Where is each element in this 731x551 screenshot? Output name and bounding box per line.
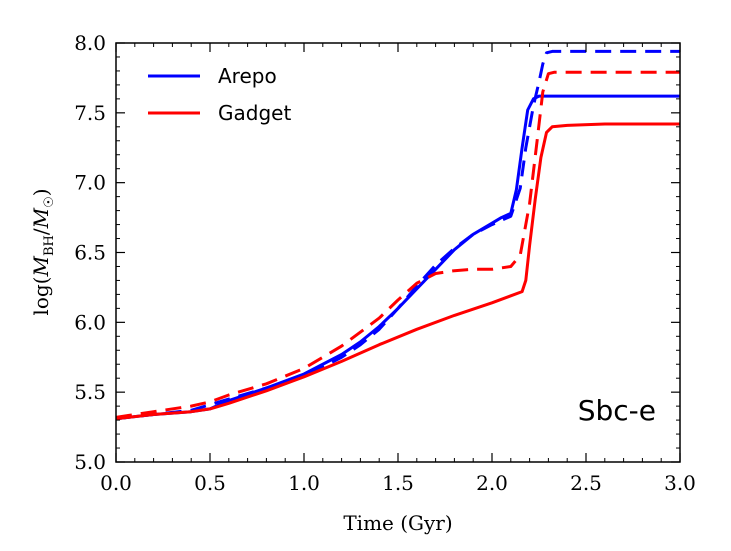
y-axis-title: log(MBH/M☉) <box>29 188 57 315</box>
series-line-gadget-solid <box>115 122 680 421</box>
annotation-sbc-e: Sbc-e <box>578 394 656 427</box>
y-axis-title-mbh: M <box>29 256 53 278</box>
tick-labels-layer: 0.0 0.5 1.0 1.5 2.0 2.5 3.0 5.0 5.5 6.0 6.5 7.0 7.5 8… <box>74 31 696 495</box>
x-tick-label: 2.0 <box>476 471 508 495</box>
x-tick-label: 2.5 <box>570 471 602 495</box>
y-tick-label: 5.0 <box>74 450 106 474</box>
legend-label-arepo: Arepo <box>218 64 277 88</box>
x-tick-label: 3.0 <box>664 471 696 495</box>
y-tick-label: 7.0 <box>74 171 106 195</box>
legend: Arepo Gadget <box>148 64 291 125</box>
x-axis-title: Time (Gyr) <box>343 511 452 535</box>
y-tick-label: 8.0 <box>74 31 106 55</box>
y-axis-title-slash: / <box>29 228 53 235</box>
x-tick-label: 0.5 <box>194 471 226 495</box>
y-tick-label: 6.0 <box>74 310 106 334</box>
series-line-arepo-solid <box>115 94 680 421</box>
y-axis-title-sub-bh: BH <box>42 235 57 256</box>
y-axis-title-sub-sun: ☉ <box>42 196 57 208</box>
ticks-layer <box>115 42 681 463</box>
y-axis-title-prefix: log( <box>29 277 53 316</box>
y-tick-label: 6.5 <box>74 241 106 265</box>
series-line-gadget-dashed <box>115 70 680 419</box>
y-tick-label: 7.5 <box>74 101 106 125</box>
y-axis-title-suffix: ) <box>29 188 53 196</box>
series-line-arepo-dashed <box>115 49 680 421</box>
legend-label-gadget: Gadget <box>218 101 291 125</box>
y-axis-title-msun: M <box>29 207 53 229</box>
x-tick-label: 1.0 <box>288 471 320 495</box>
series-layer <box>115 49 680 421</box>
y-tick-label: 5.5 <box>74 380 106 404</box>
x-tick-label: 1.5 <box>382 471 414 495</box>
x-tick-label: 0.0 <box>100 471 132 495</box>
